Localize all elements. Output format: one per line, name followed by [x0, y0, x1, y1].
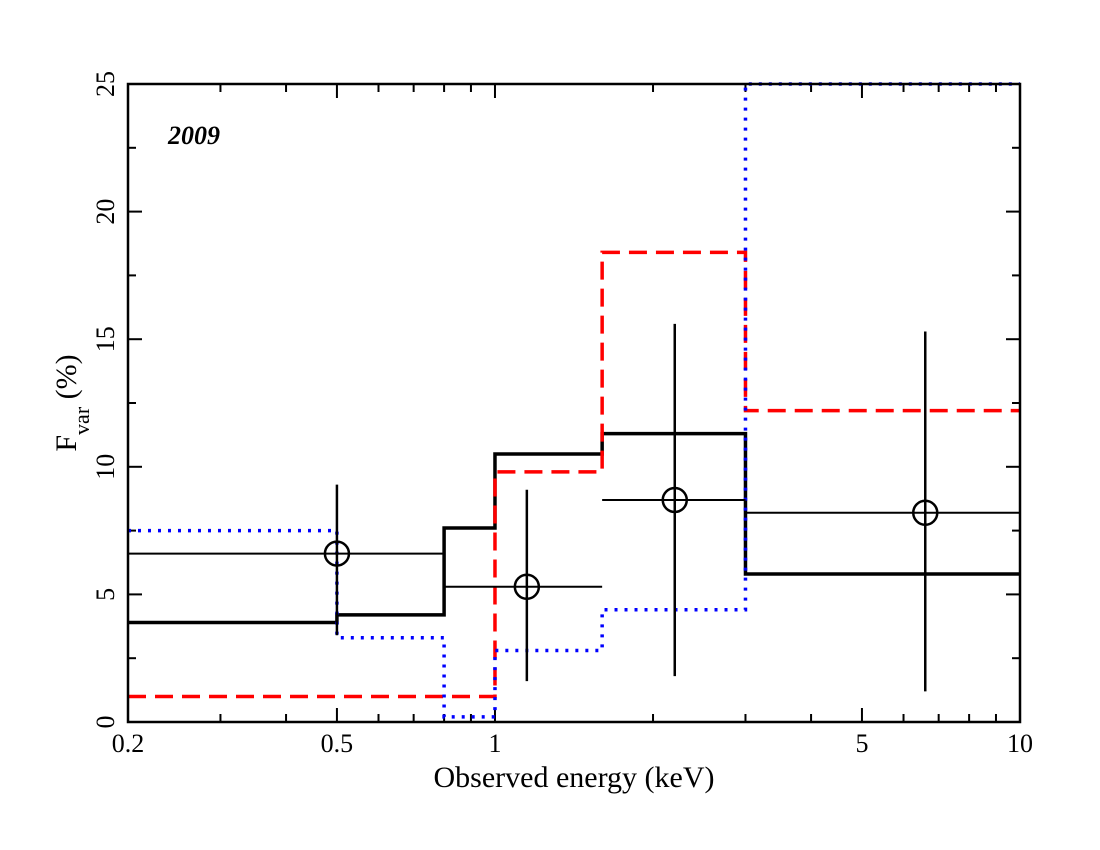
y-tick-label: 15 — [91, 326, 120, 352]
data-point-marker — [661, 486, 689, 514]
y-tick-label: 0 — [91, 716, 120, 729]
tick-marks — [128, 83, 1020, 723]
data-point-marker — [912, 499, 939, 526]
x-tick-label: 5 — [855, 729, 868, 758]
x-tick-label: 10 — [1007, 729, 1033, 758]
plot-frame — [126, 82, 1022, 724]
x-axis-title: Observed energy (keV) — [433, 761, 714, 794]
y-tick-label: 5 — [91, 588, 120, 601]
y-tick-label: 25 — [91, 71, 120, 97]
series-layer — [128, 82, 1020, 719]
data-point-marker — [323, 540, 351, 567]
y-axis-title-suffix: (%) — [50, 354, 83, 406]
y-tick-label: 20 — [91, 199, 120, 225]
data-point-marker — [513, 573, 541, 600]
data-points-layer — [128, 323, 1020, 692]
year-annotation: 2009 — [167, 121, 220, 150]
x-tick-label: 1 — [488, 729, 501, 758]
x-tick-label: 0.2 — [112, 729, 145, 758]
y-axis-title: Fvar (%) — [50, 354, 94, 451]
series-model-black-solid — [128, 431, 1020, 625]
x-tick-label: 0.5 — [321, 729, 354, 758]
series-model-red-dashed — [128, 250, 1020, 699]
y-axis-title-main: F — [50, 435, 83, 452]
y-tick-label: 10 — [91, 454, 120, 480]
y-axis-title-subscript: var — [69, 406, 94, 435]
